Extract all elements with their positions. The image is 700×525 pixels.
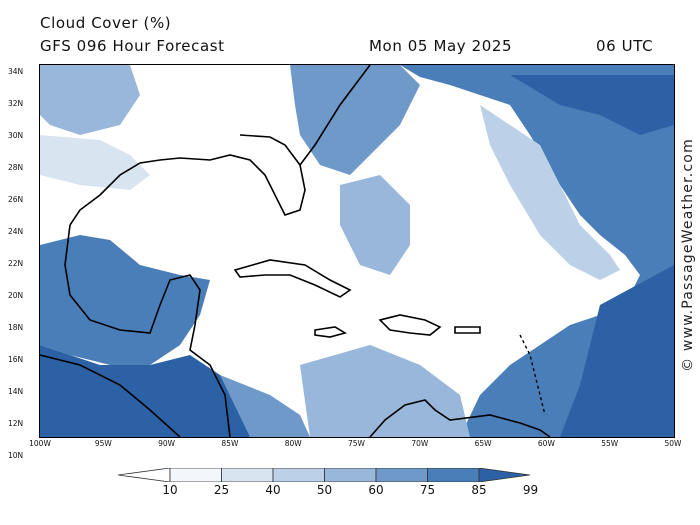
latitude-label: 18N: [8, 323, 24, 332]
cloud-region-atlantic-core-2: [560, 265, 674, 437]
latitude-label: 14N: [8, 387, 24, 396]
cloud-region-northwest: [40, 65, 140, 135]
longitude-label: 90W: [158, 439, 176, 448]
colorbar-svg: [117, 467, 531, 483]
colorbar-cell: [324, 467, 377, 483]
colorbar-cell: [272, 467, 325, 483]
cuba-coast-line: [233, 259, 352, 298]
colorbar-label: 99: [522, 483, 539, 497]
cloud-region-bahamas: [340, 175, 410, 275]
forecast-subtitle: GFS 096 Hour Forecast: [40, 37, 225, 55]
colorbar-label: 25: [213, 483, 230, 497]
cloud-region-atlantic-core: [510, 75, 674, 135]
south-america-coast-line: [369, 399, 551, 437]
pacific-coast-line: [40, 354, 181, 437]
forecast-date: Mon 05 May 2025: [369, 37, 513, 55]
cloud-region-gulf-edge: [40, 135, 150, 190]
colorbar-cell: [221, 467, 274, 483]
gulf-coast-line: [69, 134, 306, 226]
colorbar-label: 40: [265, 483, 281, 497]
latitude-label: 22N: [8, 259, 24, 268]
longitude-label: 50W: [664, 439, 682, 448]
watermark: © www.PassageWeather.com: [680, 138, 696, 372]
colorbar: [117, 467, 582, 483]
hispaniola-coast-line: [378, 314, 442, 336]
colorbar-cell: [427, 467, 480, 483]
longitude-label: 95W: [94, 439, 112, 448]
forecast-time: 06 UTC: [596, 37, 654, 55]
cloud-region-pacific: [220, 375, 310, 437]
longitude-label: 100W: [29, 439, 51, 448]
puerto-rico-coast-line: [454, 326, 481, 334]
colorbar-arrow-left: [117, 467, 171, 483]
latitude-label: 12N: [8, 419, 24, 428]
latitude-label: 16N: [8, 355, 24, 364]
longitude-label: 85W: [221, 439, 239, 448]
coastlines: [40, 65, 551, 437]
lesser-antilles-line: [519, 334, 546, 416]
latitude-label: 30N: [8, 131, 24, 140]
colorbar-label: 85: [471, 483, 487, 497]
longitude-label: 70W: [411, 439, 429, 448]
latitude-label: 28N: [8, 163, 24, 172]
mexico-coast-line: [64, 224, 231, 437]
longitude-label: 60W: [537, 439, 555, 448]
cloud-cover-map: [39, 64, 675, 438]
cloud-region-caribbean-south: [300, 345, 470, 437]
longitude-label: 65W: [474, 439, 492, 448]
latitude-label: 26N: [8, 195, 24, 204]
colorbar-cell: [169, 467, 222, 483]
latitude-label: 24N: [8, 227, 24, 236]
cloud-region-atlantic-light: [480, 105, 620, 280]
colorbar-label: 60: [368, 483, 384, 497]
latitude-label: 20N: [8, 291, 24, 300]
us-east-coast-line: [299, 65, 371, 166]
cloud-region-north: [290, 65, 420, 175]
longitude-label: 55W: [601, 439, 619, 448]
longitude-label: 80W: [284, 439, 302, 448]
map-canvas: [40, 65, 674, 437]
colorbar-label: 75: [419, 483, 436, 497]
jamaica-coast-line: [314, 326, 348, 338]
longitude-label: 75W: [348, 439, 365, 448]
latitude-label: 32N: [8, 99, 24, 108]
latitude-label: 34N: [8, 67, 24, 76]
cloud-region-central-america: [40, 345, 250, 437]
colorbar-label: 10: [162, 483, 178, 497]
colorbar-cell: [375, 467, 428, 483]
cloud-region-mexico: [40, 235, 210, 365]
latitude-label: 10N: [8, 451, 24, 460]
map-title: Cloud Cover (%): [40, 14, 172, 32]
colorbar-label: 50: [316, 483, 333, 497]
colorbar-arrow-right: [478, 467, 531, 483]
